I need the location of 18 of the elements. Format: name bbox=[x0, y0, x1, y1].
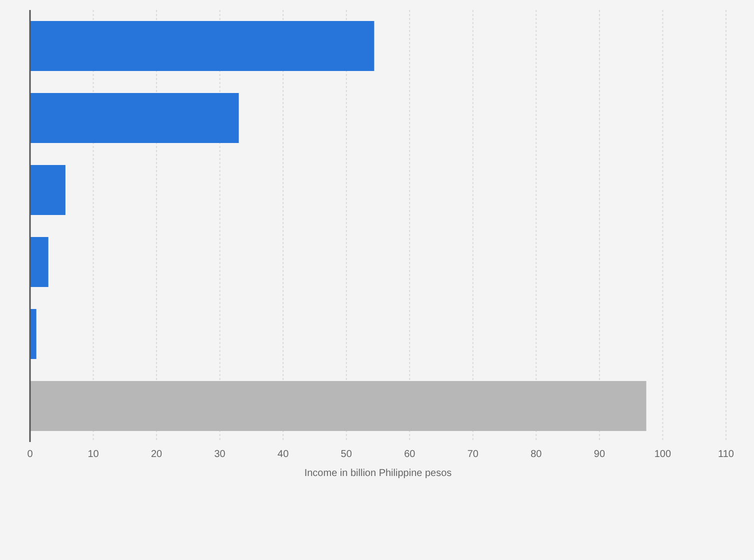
bar bbox=[30, 21, 374, 71]
x-tick-label: 90 bbox=[594, 449, 606, 460]
bar bbox=[30, 165, 66, 215]
x-tick-label: 70 bbox=[467, 449, 479, 460]
x-tick-label: 0 bbox=[27, 449, 34, 460]
x-tick-label: 30 bbox=[214, 449, 226, 460]
x-tick-label: 110 bbox=[718, 449, 734, 460]
bar bbox=[30, 93, 239, 143]
x-axis-title: Income in billion Philippine pesos bbox=[304, 468, 452, 479]
x-tick-label: 60 bbox=[404, 449, 416, 460]
x-tick-label: 100 bbox=[654, 449, 672, 460]
bar bbox=[30, 237, 48, 287]
x-tick-label: 40 bbox=[278, 449, 290, 460]
x-tick-label: 80 bbox=[530, 449, 542, 460]
bar bbox=[30, 381, 646, 431]
x-tick-label: 10 bbox=[88, 449, 100, 460]
x-tick-label: 20 bbox=[150, 449, 163, 460]
x-tick-label: 50 bbox=[340, 449, 352, 460]
